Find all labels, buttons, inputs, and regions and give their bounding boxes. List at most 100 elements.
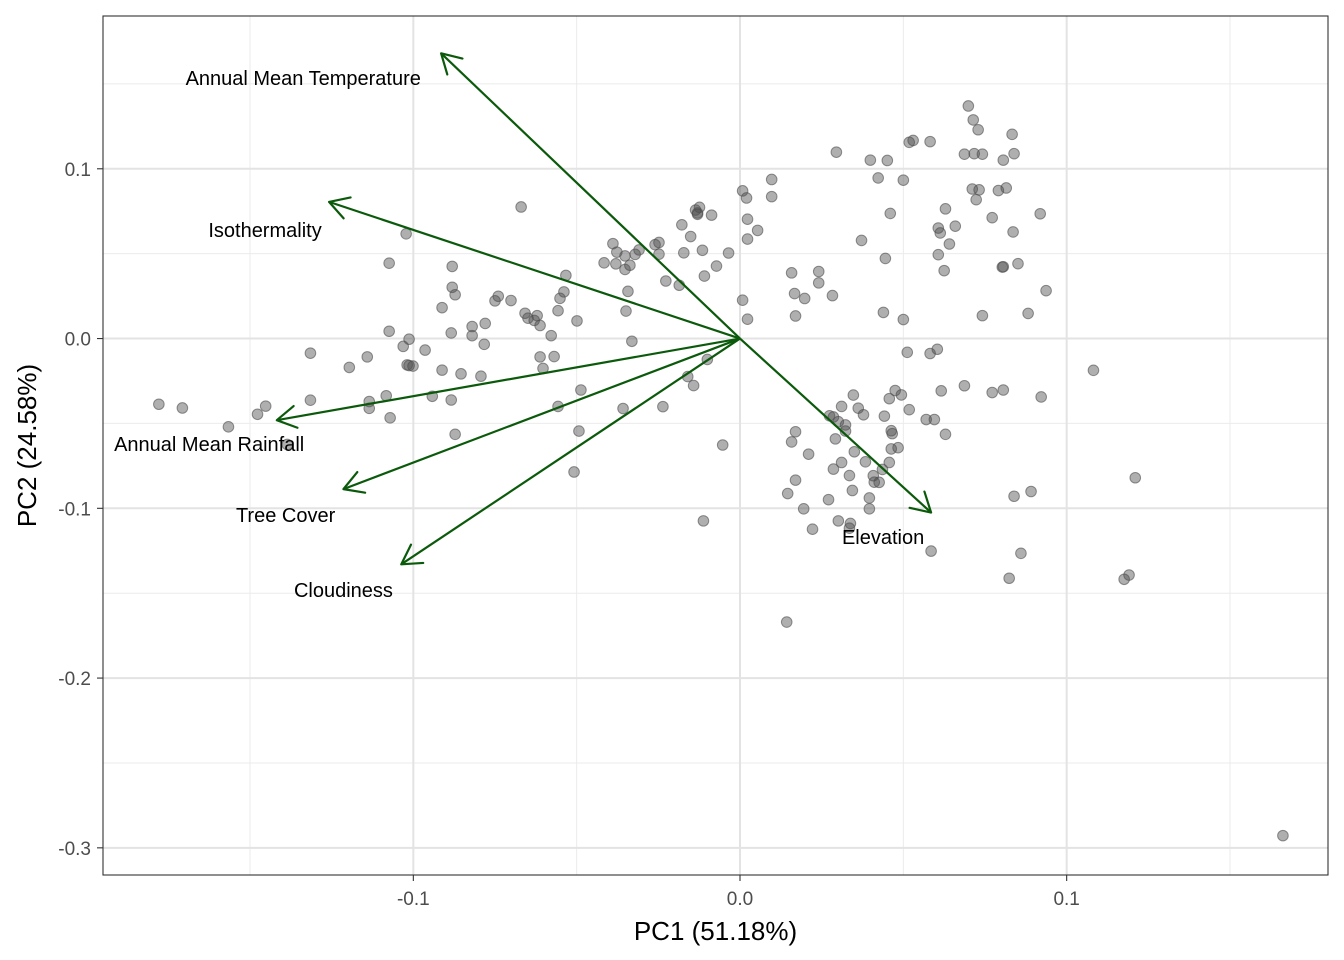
loading-arrow	[739, 337, 933, 514]
data-point	[873, 476, 885, 489]
data-point	[449, 428, 461, 441]
loading-label: Cloudiness	[294, 580, 393, 602]
arrow-head	[275, 404, 299, 429]
data-point	[859, 455, 872, 468]
y-axis: 0.1 0.0 -0.1 -0.2 -0.3	[58, 160, 103, 860]
data-point	[976, 309, 989, 322]
data-point	[789, 474, 802, 486]
loading-label: Annual Mean Rainfall	[114, 434, 304, 456]
data-point	[934, 227, 947, 239]
data-point	[383, 257, 395, 269]
data-point	[479, 317, 492, 330]
y-axis-title: PC2 (24.58%)	[12, 364, 42, 527]
data-point	[610, 258, 622, 270]
data-point	[716, 439, 729, 451]
y-tick-label: -0.1	[58, 499, 91, 520]
data-point	[403, 359, 415, 372]
data-point	[1015, 547, 1027, 560]
data-point	[741, 233, 754, 245]
x-tick-label: 0.1	[1053, 889, 1079, 910]
data-point	[736, 294, 749, 306]
data-point	[545, 329, 557, 342]
data-point	[973, 184, 985, 196]
data-point	[928, 413, 941, 426]
data-point	[997, 154, 1010, 166]
loading-label: Annual Mean Temperature	[186, 68, 421, 90]
data-point	[1022, 307, 1034, 320]
loading-label: Tree Cover	[236, 505, 336, 527]
data-point	[863, 492, 876, 504]
data-point	[1008, 147, 1020, 160]
data-point	[629, 248, 641, 261]
data-point	[827, 463, 840, 475]
panel-background	[103, 16, 1328, 875]
x-axis: -0.1 0.0 0.1	[397, 875, 1080, 910]
data-point	[281, 438, 294, 451]
data-point	[835, 456, 848, 469]
data-point	[678, 247, 690, 259]
data-point	[653, 236, 665, 249]
data-point	[478, 338, 491, 351]
data-point	[445, 394, 458, 406]
data-point	[598, 257, 610, 269]
data-point	[622, 285, 634, 298]
data-point	[843, 469, 856, 482]
data-point	[798, 292, 811, 305]
data-point	[343, 361, 356, 374]
data-point	[881, 154, 894, 167]
data-point	[1025, 485, 1037, 498]
x-tick-label: -0.1	[397, 889, 430, 910]
y-tick-label: -0.3	[58, 839, 91, 860]
data-point	[785, 267, 798, 279]
loading-arrow	[400, 337, 741, 566]
data-point	[687, 379, 700, 392]
data-point	[1003, 572, 1015, 585]
data-point	[617, 402, 629, 415]
data-point	[895, 389, 908, 401]
data-point	[997, 384, 1010, 396]
data-point	[736, 185, 749, 197]
data-point	[575, 384, 587, 396]
data-point	[1007, 226, 1019, 238]
data-point	[361, 351, 374, 363]
data-point	[684, 230, 697, 243]
data-point	[864, 154, 877, 166]
data-point	[986, 386, 998, 399]
data-points	[153, 100, 1289, 842]
data-point	[531, 309, 543, 322]
data-point	[939, 203, 952, 215]
data-point	[958, 148, 971, 160]
data-point	[1034, 207, 1047, 220]
data-point	[1000, 182, 1013, 194]
data-point	[826, 289, 839, 302]
data-point	[691, 208, 704, 221]
data-point	[958, 379, 971, 392]
data-point	[943, 238, 956, 250]
data-point	[924, 135, 936, 148]
data-point	[455, 368, 467, 380]
data-point	[765, 173, 778, 186]
y-tick-label: -0.2	[58, 669, 91, 690]
data-point	[968, 147, 981, 160]
data-point	[407, 360, 419, 372]
data-point	[436, 364, 448, 376]
data-point	[924, 347, 936, 360]
data-point	[710, 260, 723, 272]
data-point	[780, 616, 793, 628]
y-tick-label: 0.0	[65, 330, 91, 351]
data-point	[848, 445, 861, 458]
data-point	[789, 310, 802, 322]
loading-arrows	[275, 52, 933, 566]
data-point	[522, 312, 534, 324]
data-point	[855, 234, 868, 247]
data-point	[660, 275, 672, 287]
data-point	[972, 123, 984, 136]
data-point	[449, 288, 461, 301]
data-point	[446, 260, 459, 273]
data-point	[872, 172, 884, 184]
x-axis-title: PC1 (51.18%)	[634, 916, 797, 946]
data-point	[846, 484, 859, 497]
data-point	[847, 389, 860, 401]
data-point	[789, 425, 802, 438]
data-point	[822, 493, 835, 506]
